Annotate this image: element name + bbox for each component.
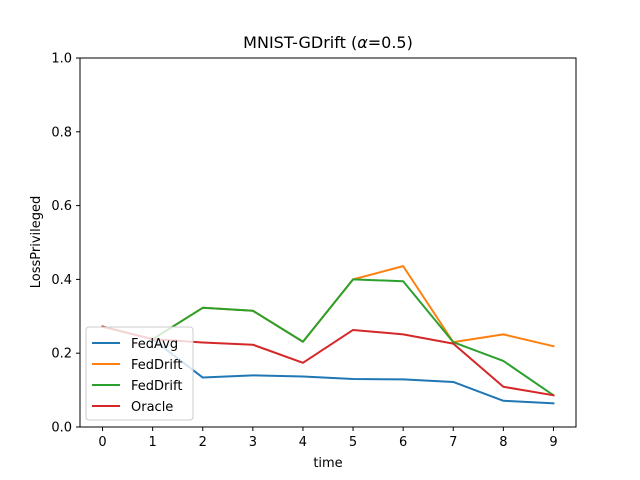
chart-title-rest: =0.5) <box>368 33 413 52</box>
x-tick-label: 8 <box>499 435 507 450</box>
x-tick-label: 9 <box>549 435 557 450</box>
legend-label-2: FedDrift <box>131 358 182 373</box>
x-tick-label: 7 <box>449 435 457 450</box>
x-tick-label: 6 <box>399 435 407 450</box>
x-tick-label: 0 <box>98 435 106 450</box>
x-tick-label: 1 <box>149 435 157 450</box>
x-tick-label: 5 <box>349 435 357 450</box>
chart-title: MNIST-GDrift (α=0.5) <box>243 33 413 52</box>
x-axis-label: time <box>313 456 342 471</box>
y-tick-label: 0.0 <box>51 421 72 436</box>
axes: 0 1 2 3 4 5 6 7 8 9 0.0 0.2 0.4 0.6 0.8 1.0 <box>51 52 577 450</box>
y-tick-label: 0.4 <box>51 273 72 288</box>
legend-box <box>85 326 194 421</box>
x-tick-label: 4 <box>299 435 307 450</box>
axes-frame <box>79 57 577 428</box>
y-axis-label: LossPrivileged <box>29 196 44 289</box>
y-tick-label: 0.8 <box>51 125 72 140</box>
y-tick-label: 0.6 <box>51 199 72 214</box>
x-tick-label: 2 <box>199 435 207 450</box>
y-tick-label: 1.0 <box>51 52 72 67</box>
chart-title-main: MNIST-GDrift ( <box>243 33 357 52</box>
x-tick-label: 3 <box>249 435 257 450</box>
legend-label-3: FedDrift <box>131 379 182 394</box>
legend: FedAvg FedDrift FedDrift Oracle <box>85 326 194 421</box>
series-line-3 <box>101 278 555 397</box>
chart-title-alpha: α <box>357 33 368 52</box>
y-tick-label: 0.2 <box>51 347 72 362</box>
legend-label-1: FedAvg <box>131 337 178 352</box>
legend-label-4: Oracle <box>131 400 173 415</box>
